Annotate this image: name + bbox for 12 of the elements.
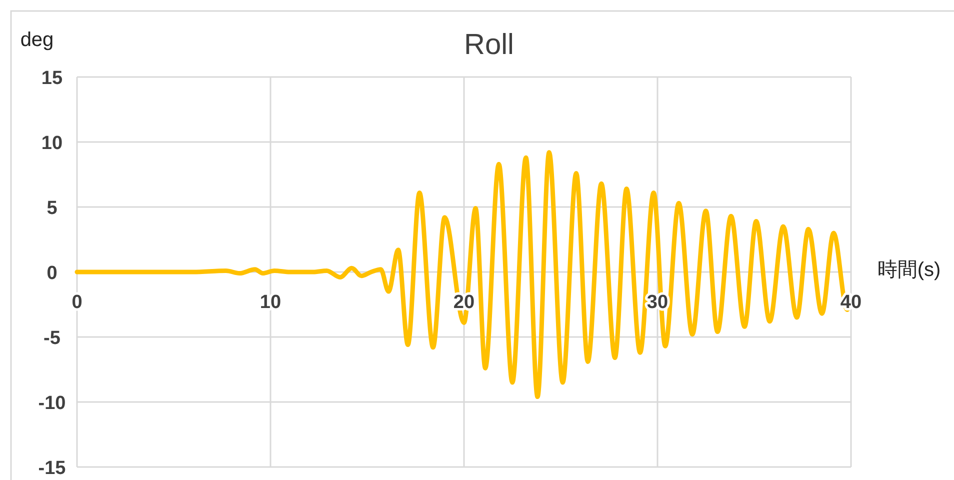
x-tick-label: 0 bbox=[72, 292, 82, 313]
y-tick-label: 15 bbox=[41, 68, 63, 89]
y-tick-label: 0 bbox=[46, 263, 58, 284]
y-tick-label: -15 bbox=[38, 458, 66, 479]
y-axis-title: deg bbox=[20, 29, 54, 51]
y-tick-label: -10 bbox=[38, 393, 66, 414]
chart-title: Roll bbox=[464, 29, 514, 61]
x-axis-title: 時間(s) bbox=[877, 259, 941, 281]
y-tick-label: -5 bbox=[44, 328, 61, 349]
x-tick-label: 10 bbox=[260, 292, 282, 313]
y-tick-label: 5 bbox=[46, 198, 58, 219]
y-tick-label: 10 bbox=[41, 133, 63, 154]
